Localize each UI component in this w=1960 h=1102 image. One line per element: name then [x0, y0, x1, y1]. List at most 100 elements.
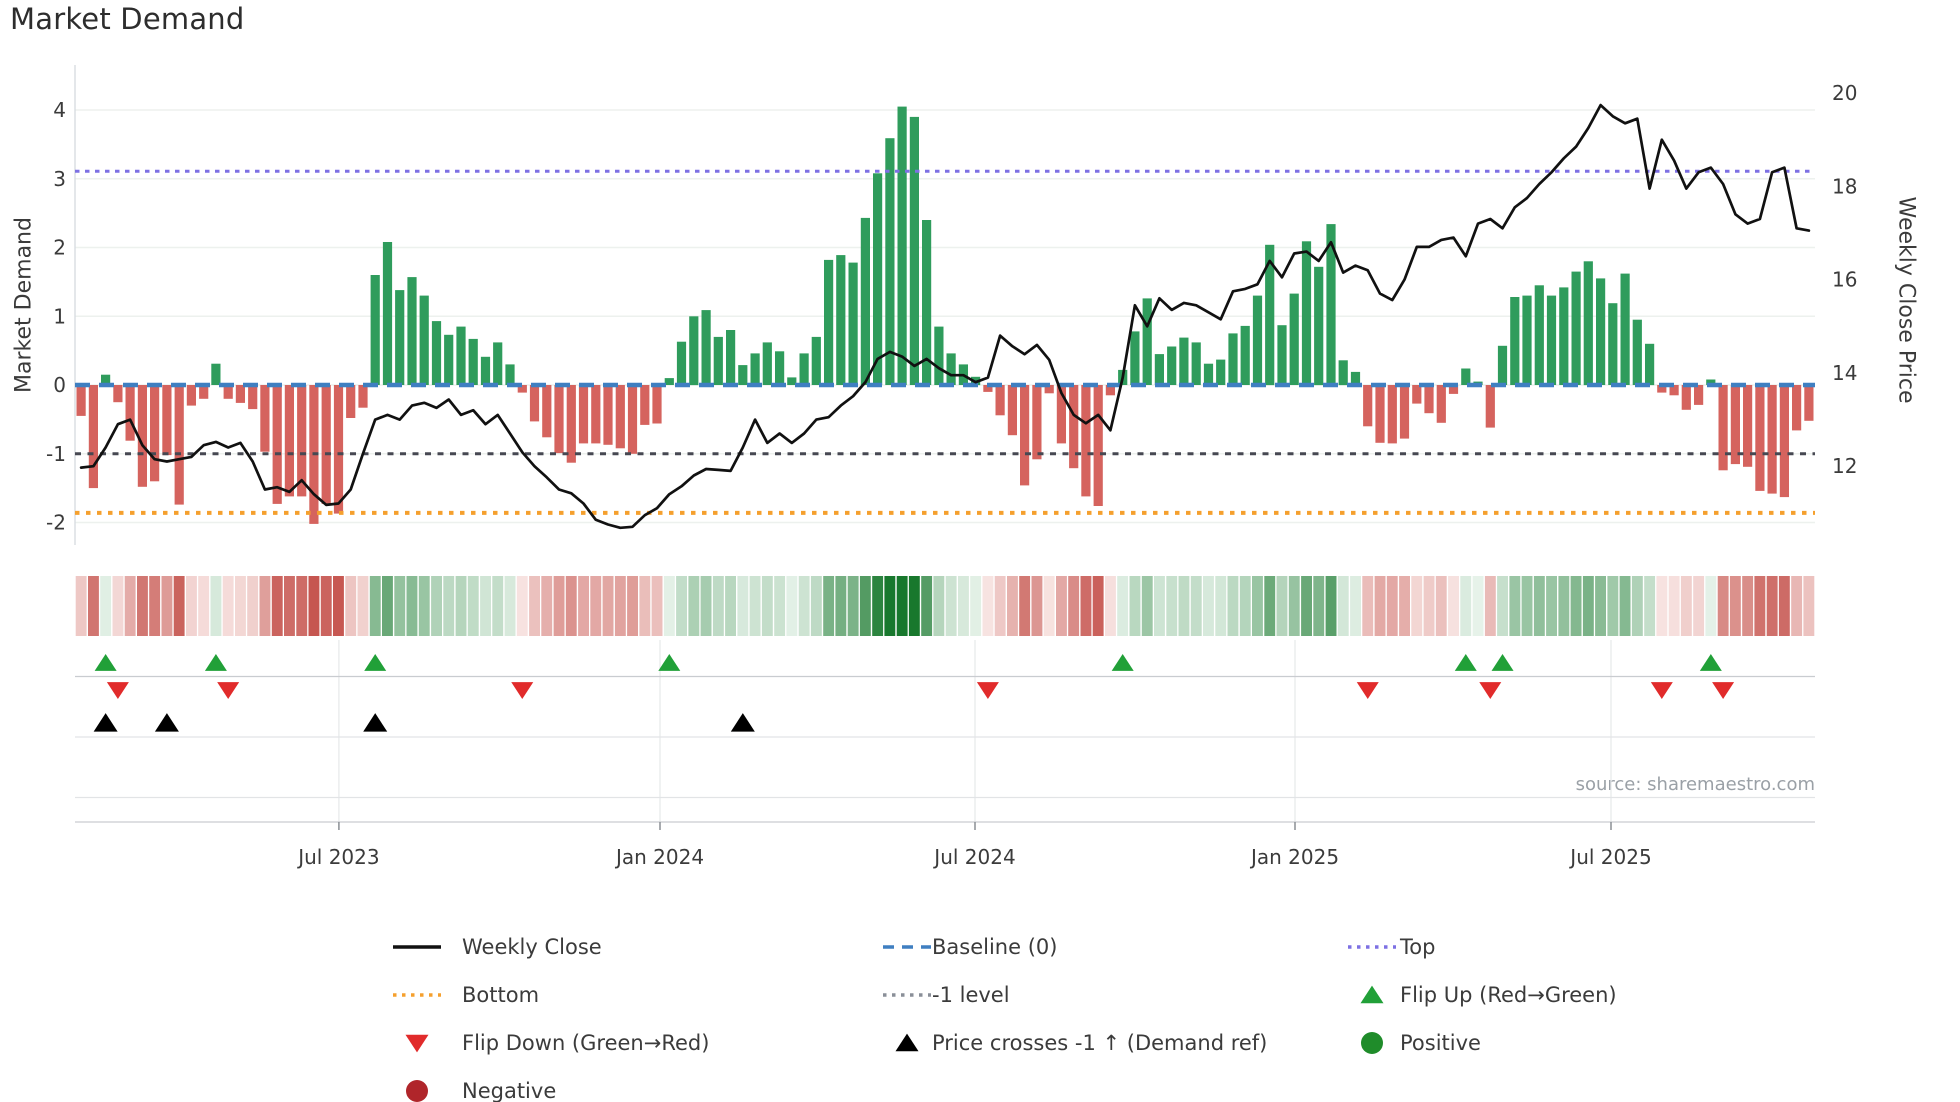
- demand-bar: [1534, 285, 1544, 385]
- heatmap-cell: [1742, 576, 1754, 636]
- heatmap-cell: [467, 576, 479, 636]
- heatmap-cell: [173, 576, 185, 636]
- flip-down-icon: [217, 682, 240, 700]
- price-cross-icon: [93, 713, 118, 732]
- heatmap-cell: [1362, 576, 1374, 636]
- demand-bar: [1645, 343, 1655, 386]
- heatmap-cell: [749, 576, 761, 636]
- heatmap-cell: [994, 576, 1006, 636]
- demand-bar: [1130, 331, 1140, 385]
- demand-bar: [615, 385, 625, 449]
- heatmap-cell: [1644, 576, 1656, 636]
- heatmap-cell: [774, 576, 786, 636]
- heatmap-cell: [1190, 576, 1202, 636]
- legend-label: Price crosses -1 ↑ (Demand ref): [932, 1031, 1267, 1055]
- heatmap-cell: [1656, 576, 1668, 636]
- heatmap-cell: [1117, 576, 1129, 636]
- heatmap-cell: [1448, 576, 1459, 636]
- heatmap-cell: [835, 576, 847, 636]
- demand-bar: [1387, 385, 1397, 444]
- heatmap-cell: [602, 576, 614, 636]
- demand-bar: [1069, 385, 1079, 469]
- heatmap-cell: [1435, 576, 1447, 636]
- heatmap-cell: [970, 576, 982, 636]
- legend-item: Weekly Close: [393, 935, 602, 959]
- y-tick-label-left: -1: [46, 442, 66, 466]
- demand-bar: [1657, 385, 1667, 393]
- demand-bar: [811, 336, 821, 385]
- demand-bar: [1363, 385, 1373, 427]
- flip-up-icon: [1491, 653, 1514, 671]
- heatmap-cell: [1166, 576, 1178, 636]
- heatmap-cell: [651, 576, 663, 636]
- demand-bar: [1632, 319, 1642, 385]
- heatmap-cell: [1080, 576, 1092, 636]
- heatmap-cell: [1105, 576, 1116, 636]
- heatmap-cell: [210, 576, 222, 636]
- demand-bar: [174, 385, 184, 505]
- heatmap-cell: [1546, 576, 1557, 636]
- demand-bar: [529, 385, 540, 422]
- source-credit: source: sharemaestro.com: [1575, 774, 1815, 795]
- demand-bar: [1743, 385, 1753, 467]
- flip-down-icon: [1650, 682, 1673, 700]
- demand-bar: [726, 330, 736, 385]
- flip-up-icon: [364, 653, 387, 671]
- heatmap-cell: [896, 576, 908, 636]
- demand-bar: [1044, 385, 1054, 394]
- demand-bar: [1314, 266, 1324, 386]
- demand-bar: [248, 385, 258, 410]
- demand-bar: [235, 385, 245, 403]
- heatmap-cell: [504, 576, 516, 636]
- demand-bar: [1032, 385, 1042, 460]
- demand-bar: [995, 385, 1005, 416]
- heatmap-cell: [1227, 576, 1239, 636]
- legend-item: Flip Up (Red→Green): [1360, 983, 1617, 1007]
- demand-bar: [1792, 385, 1802, 431]
- demand-bar: [1559, 287, 1569, 385]
- demand-bar: [1375, 385, 1385, 443]
- heatmap-cell: [1215, 576, 1227, 636]
- demand-bar: [382, 242, 393, 385]
- legend-item: Positive: [1361, 1031, 1481, 1055]
- heatmap-cell: [75, 576, 87, 636]
- demand-bar: [1081, 385, 1091, 497]
- heatmap-cell: [982, 576, 994, 636]
- heatmap-cell: [222, 576, 234, 636]
- heatmap-cell: [1374, 576, 1386, 636]
- demand-bar: [284, 385, 294, 497]
- heatmap-cell: [100, 576, 112, 636]
- y-tick-label-left: 0: [53, 373, 66, 397]
- x-tick-label: Jul 2023: [296, 845, 379, 869]
- demand-bar: [1669, 385, 1679, 396]
- flip-down-icon: [1712, 682, 1735, 700]
- heatmap-cell: [908, 576, 920, 636]
- heatmap-cell: [933, 576, 945, 636]
- legend-symbol: [405, 1034, 429, 1053]
- flip-down-icon: [511, 682, 534, 700]
- demand-bar: [505, 364, 515, 385]
- demand-bar: [101, 374, 111, 385]
- demand-bar: [1277, 325, 1287, 385]
- x-tick-label: Jul 2025: [1568, 845, 1651, 869]
- heatmap-cell: [406, 576, 418, 636]
- price-cross-markers: [93, 713, 755, 732]
- heatmap-cell: [1533, 576, 1545, 636]
- flip-up-icon: [1454, 653, 1477, 671]
- heatmap-cell: [284, 576, 295, 636]
- heatmap-cell: [1031, 576, 1043, 636]
- heatmap-cell: [847, 576, 859, 636]
- demand-bar: [787, 377, 797, 385]
- heatmap-cell: [761, 576, 773, 636]
- legend-label: Flip Up (Red→Green): [1400, 983, 1617, 1007]
- flip-down-markers: [106, 682, 1735, 700]
- demand-bar: [211, 363, 221, 385]
- demand-bar: [775, 351, 785, 385]
- demand-bar: [1681, 385, 1691, 410]
- x-tick-label: Jan 2025: [1249, 845, 1339, 869]
- heatmap-cell: [1729, 576, 1741, 636]
- heatmap-cell: [1607, 576, 1619, 636]
- flip-up-icon: [204, 653, 227, 671]
